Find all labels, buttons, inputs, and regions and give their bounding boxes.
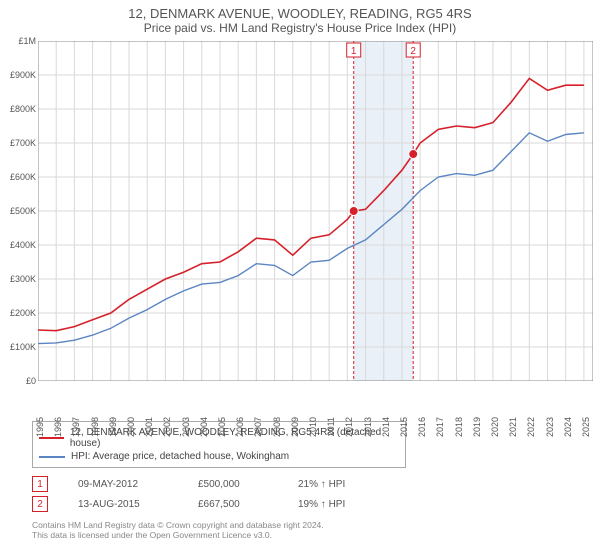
y-tick-label: £300K: [6, 274, 36, 284]
x-tick-label: 2011: [326, 417, 336, 436]
y-tick-label: £100K: [6, 342, 36, 352]
sale-delta-1: 21% ↑ HPI: [298, 479, 345, 490]
chart-plot-area: 12 £0£100K£200K£300K£400K£500K£600K£700K…: [38, 41, 593, 381]
x-tick-label: 2016: [417, 417, 427, 437]
x-tick-label: 2000: [126, 417, 136, 437]
y-tick-label: £1M: [6, 36, 36, 46]
x-tick-label: 2025: [581, 417, 591, 437]
x-tick-label: 2002: [162, 417, 172, 437]
x-tick-label: 2006: [235, 417, 245, 437]
x-tick-label: 2019: [472, 417, 482, 437]
svg-text:1: 1: [351, 46, 357, 57]
y-tick-label: £400K: [6, 240, 36, 250]
sale-price-2: £667,500: [198, 499, 268, 510]
legend-swatch-red: [39, 437, 64, 439]
y-tick-label: £800K: [6, 104, 36, 114]
svg-text:2: 2: [410, 46, 416, 57]
legend-swatch-blue: [39, 456, 65, 458]
x-tick-label: 2007: [253, 417, 263, 437]
chart-title: 12, DENMARK AVENUE, WOODLEY, READING, RG…: [10, 6, 590, 21]
y-tick-label: £200K: [6, 308, 36, 318]
x-tick-label: 2022: [526, 417, 536, 437]
x-tick-label: 2024: [563, 417, 573, 437]
x-tick-label: 1995: [35, 417, 45, 437]
x-tick-label: 2021: [508, 417, 518, 437]
chart-subtitle: Price paid vs. HM Land Registry's House …: [10, 21, 590, 35]
sales-table: 1 09-MAY-2012 £500,000 21% ↑ HPI 2 13-AU…: [32, 474, 590, 514]
y-tick-label: £500K: [6, 206, 36, 216]
x-tick-label: 2003: [181, 417, 191, 437]
x-tick-label: 2023: [545, 417, 555, 437]
sale-marker-2: 2: [32, 496, 48, 512]
y-tick-label: £600K: [6, 172, 36, 182]
x-tick-label: 2001: [144, 417, 154, 437]
sale-date-2: 13-AUG-2015: [78, 499, 168, 510]
footer-line1: Contains HM Land Registry data © Crown c…: [32, 520, 590, 530]
x-tick-label: 2010: [308, 417, 318, 437]
footer: Contains HM Land Registry data © Crown c…: [32, 520, 590, 540]
x-tick-label: 1996: [53, 417, 63, 437]
x-tick-label: 2020: [490, 417, 500, 437]
x-tick-label: 2015: [399, 417, 409, 437]
x-tick-label: 1999: [108, 417, 118, 437]
sale-row-2: 2 13-AUG-2015 £667,500 19% ↑ HPI: [32, 494, 590, 514]
footer-line2: This data is licensed under the Open Gov…: [32, 530, 590, 540]
x-tick-label: 2009: [290, 417, 300, 437]
x-tick-label: 2004: [199, 417, 209, 437]
x-tick-label: 1998: [90, 417, 100, 437]
sale-price-1: £500,000: [198, 479, 268, 490]
sale-marker-1: 1: [32, 476, 48, 492]
legend-label-blue: HPI: Average price, detached house, Woki…: [71, 451, 289, 462]
x-tick-label: 2005: [217, 417, 227, 437]
x-tick-label: 2012: [344, 417, 354, 437]
x-tick-label: 2014: [381, 417, 391, 437]
y-tick-label: £900K: [6, 70, 36, 80]
x-tick-label: 2008: [272, 417, 282, 437]
legend-row-blue: HPI: Average price, detached house, Woki…: [39, 450, 399, 463]
x-tick-label: 2018: [454, 417, 464, 437]
y-tick-label: £0: [6, 376, 36, 386]
y-axis-labels: £0£100K£200K£300K£400K£500K£600K£700K£80…: [6, 41, 36, 381]
y-tick-label: £700K: [6, 138, 36, 148]
sale-row-1: 1 09-MAY-2012 £500,000 21% ↑ HPI: [32, 474, 590, 494]
chart-svg: 12: [38, 41, 593, 381]
x-tick-label: 2017: [435, 417, 445, 437]
sale-delta-2: 19% ↑ HPI: [298, 499, 345, 510]
x-tick-label: 1997: [71, 417, 81, 437]
x-tick-label: 2013: [363, 417, 373, 437]
sale-date-1: 09-MAY-2012: [78, 479, 168, 490]
